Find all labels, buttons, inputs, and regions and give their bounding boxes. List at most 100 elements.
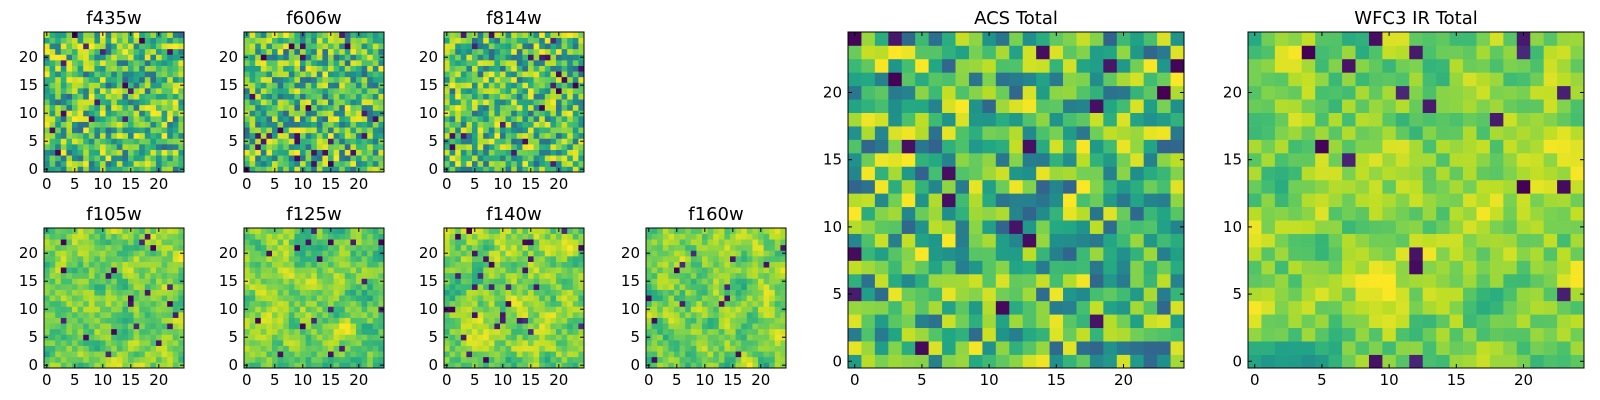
heatmap-cell: [690, 356, 697, 363]
heatmap-cell: [488, 82, 495, 89]
heatmap-cell: [305, 362, 312, 369]
heatmap-cell: [77, 256, 84, 262]
heatmap-cell: [861, 327, 876, 342]
heatmap-cell: [690, 300, 697, 307]
heatmap-cell: [556, 340, 562, 346]
heatmap-cell: [651, 334, 658, 341]
heatmap-cell: [272, 284, 278, 290]
heatmap-cell: [156, 239, 162, 246]
heatmap-cell: [483, 295, 490, 302]
heatmap-cell: [161, 323, 168, 330]
heatmap-cell: [339, 317, 346, 324]
heatmap-cell: [249, 306, 256, 313]
heatmap-cell: [528, 250, 534, 257]
heatmap-cell: [283, 244, 290, 251]
heatmap-cell: [1157, 300, 1171, 315]
x-tick-label: 20: [549, 371, 568, 389]
heatmap-cell: [283, 289, 290, 296]
heatmap-cell: [449, 32, 456, 38]
heatmap-cell: [561, 48, 568, 55]
heatmap-cell: [133, 312, 140, 318]
heatmap-cell: [1089, 220, 1104, 234]
heatmap-cell: [300, 323, 306, 330]
heatmap-cell: [100, 138, 106, 145]
heatmap-cell: [1022, 179, 1037, 194]
heatmap-cell: [718, 306, 725, 313]
heatmap-cell: [668, 351, 675, 358]
heatmap-cell: [758, 300, 764, 307]
heatmap-cell: [116, 272, 123, 279]
heatmap-cell: [578, 272, 585, 279]
heatmap-cell: [255, 43, 262, 50]
heatmap-cell: [172, 272, 179, 279]
heatmap-cell: [311, 54, 318, 61]
heatmap-cell: [94, 93, 101, 100]
heatmap-cell: [690, 334, 697, 341]
heatmap-cell: [128, 261, 134, 268]
heatmap-cell: [356, 149, 362, 156]
heatmap-cell: [255, 351, 262, 358]
heatmap-cell: [249, 345, 256, 352]
heatmap-cell: [305, 82, 312, 89]
heatmap-cell: [769, 328, 776, 335]
heatmap-cell: [544, 334, 551, 341]
heatmap-cell: [316, 306, 323, 313]
heatmap-cell: [150, 155, 157, 162]
heatmap-cell: [60, 104, 67, 111]
heatmap-cell: [444, 289, 450, 296]
heatmap-cell: [316, 104, 323, 111]
heatmap-cell: [533, 32, 540, 38]
heatmap-cell: [94, 71, 101, 78]
heatmap-cell: [505, 295, 512, 302]
heatmap-cell: [1089, 206, 1104, 221]
heatmap-cell: [550, 71, 557, 78]
heatmap-cell: [144, 261, 151, 268]
heatmap-cell: [144, 88, 151, 94]
heatmap-cell: [83, 267, 90, 274]
heatmap-cell: [49, 239, 56, 246]
heatmap-cell: [255, 104, 262, 111]
heatmap-cell: [339, 144, 346, 150]
heatmap-cell: [752, 340, 759, 346]
heatmap-cell: [724, 334, 731, 341]
heatmap-cell: [874, 314, 889, 329]
heatmap-cell: [556, 48, 562, 55]
heatmap-cell: [367, 233, 374, 240]
heatmap-cell: [556, 345, 562, 352]
heatmap-cell: [662, 284, 669, 290]
heatmap-cell: [49, 300, 56, 307]
heatmap-cell: [1036, 273, 1050, 288]
heatmap-cell: [344, 244, 351, 251]
heatmap-cell: [83, 351, 90, 358]
heatmap-cell: [758, 284, 764, 290]
heatmap-cell: [83, 99, 90, 106]
heatmap-cell: [150, 312, 157, 318]
heatmap-cell: [685, 328, 692, 335]
heatmap-cell: [505, 261, 512, 268]
heatmap-cell: [128, 351, 134, 358]
heatmap-cell: [367, 261, 374, 268]
heatmap-cell: [344, 267, 351, 274]
heatmap-cell: [544, 345, 551, 352]
heatmap-cell: [49, 317, 56, 324]
heatmap-cell: [955, 166, 970, 181]
heatmap-cell: [150, 32, 157, 38]
heatmap-cell: [255, 244, 262, 251]
heatmap-cell: [333, 244, 340, 251]
heatmap-cell: [567, 127, 574, 134]
heatmap-cell: [316, 160, 323, 167]
heatmap-cell: [1036, 260, 1050, 275]
heatmap-cell: [344, 88, 351, 94]
heatmap-cell: [500, 60, 506, 66]
heatmap-cell: [316, 239, 323, 246]
heatmap-cell: [150, 144, 157, 150]
heatmap-cell: [272, 160, 278, 167]
heatmap-cell: [372, 340, 379, 346]
heatmap-cell: [679, 256, 686, 262]
heatmap-cell: [874, 193, 889, 208]
heatmap-cell: [646, 272, 652, 279]
heatmap-cell: [477, 233, 484, 240]
heatmap-cell: [848, 166, 862, 181]
heatmap-cell: [255, 233, 262, 240]
heatmap-cell: [156, 82, 162, 89]
